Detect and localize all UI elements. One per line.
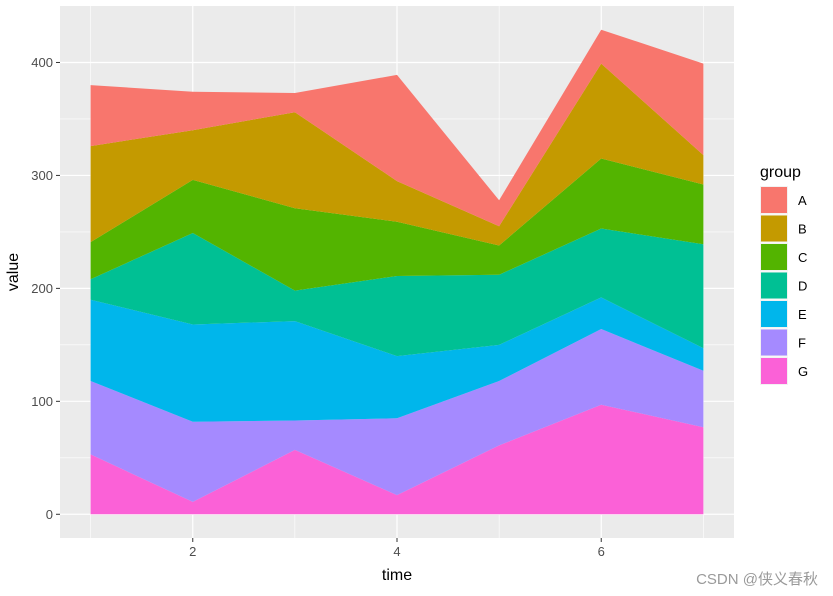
legend-swatch-c	[761, 244, 787, 270]
area-c	[90, 158, 704, 291]
area-e	[90, 297, 704, 422]
legend-title: group	[760, 164, 801, 181]
x-tick-label: 4	[393, 544, 400, 559]
legend-swatch-g	[761, 358, 787, 384]
area-g	[90, 404, 704, 515]
area-b	[90, 63, 704, 246]
x-tick-label: 2	[189, 544, 196, 559]
legend-label-b: B	[798, 222, 807, 237]
x-axis: 2 4 6	[189, 538, 605, 559]
y-tick-label: 400	[31, 55, 53, 70]
legend-swatch-a	[761, 187, 787, 213]
x-axis-title: time	[382, 567, 412, 584]
y-tick-label: 100	[31, 394, 53, 409]
legend-swatch-f	[761, 329, 787, 356]
legend-swatch-b	[761, 215, 787, 242]
legend-label-d: D	[798, 279, 807, 294]
x-tick-label: 6	[598, 544, 605, 559]
area-d	[90, 228, 704, 357]
y-axis: 0 100 200 300 400	[31, 55, 60, 522]
area-a	[90, 29, 704, 227]
legend-label-e: E	[798, 307, 807, 322]
legend-label-c: C	[798, 250, 807, 265]
legend-swatch-e	[761, 301, 787, 327]
y-tick-label: 200	[31, 281, 53, 296]
area-series	[90, 29, 704, 515]
legend-label-g: G	[798, 364, 808, 379]
y-axis-title: value	[5, 253, 22, 291]
legend-label-a: A	[798, 193, 807, 208]
y-tick-label: 0	[46, 507, 53, 522]
legend-swatch-d	[761, 272, 787, 299]
legend-label-f: F	[798, 336, 806, 351]
watermark-text: CSDN @侠义春秋	[696, 571, 818, 588]
area-f	[90, 329, 704, 502]
y-tick-label: 300	[31, 168, 53, 183]
